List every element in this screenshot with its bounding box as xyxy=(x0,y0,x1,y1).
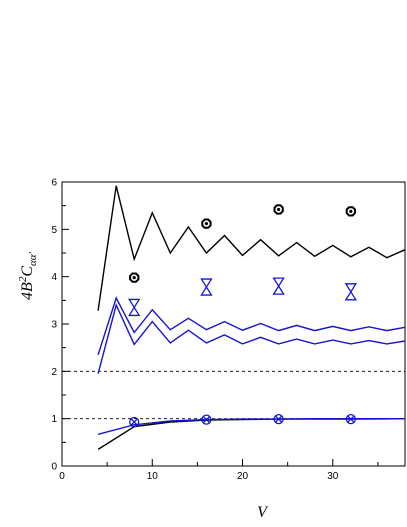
data-point-5-3 xyxy=(345,206,356,217)
series-line-4 xyxy=(97,418,405,435)
y-label-mid: C xyxy=(19,266,36,277)
x-tick-label-2: 20 xyxy=(237,471,249,482)
data-point-6-1 xyxy=(200,278,213,296)
data-point-7-3 xyxy=(345,413,356,425)
data-point-5-0 xyxy=(129,272,140,283)
series-line-1 xyxy=(97,296,406,356)
data-point-6-2 xyxy=(272,277,285,295)
y-tick-label-2: 2 xyxy=(51,367,57,378)
reference-lines xyxy=(62,370,405,420)
y-tick-label-4: 4 xyxy=(51,272,57,283)
y-tick-label-6: 6 xyxy=(51,178,57,189)
data-point-5-1 xyxy=(201,218,212,229)
y-axis-label: 4B2Cαα′ xyxy=(17,251,39,300)
y-tick-label-0: 0 xyxy=(51,462,57,473)
data-point-7-2 xyxy=(273,413,284,425)
series-line-2 xyxy=(97,303,406,374)
x-tick-label-1: 10 xyxy=(147,471,159,482)
x-tick-label-0: 0 xyxy=(59,471,65,482)
y-tick-label-1: 1 xyxy=(51,414,57,425)
y-label-sup: 2 xyxy=(17,276,29,282)
series-lines xyxy=(97,185,406,450)
y-label-sub: αα′ xyxy=(27,251,39,266)
axis-ticks: 0 10 20 30 0 1 2 3 4 5 6 xyxy=(51,178,379,482)
data-point-7-1 xyxy=(201,414,212,425)
y-tick-label-5: 5 xyxy=(51,225,57,236)
data-point-6-0 xyxy=(128,298,141,317)
data-point-6-3 xyxy=(344,283,358,301)
series-line-0 xyxy=(97,185,406,311)
series-markers xyxy=(128,204,358,428)
x-tick-label-3: 30 xyxy=(327,471,339,482)
y-label-base: 4B xyxy=(19,282,36,300)
data-point-5-2 xyxy=(273,204,284,215)
y-tick-label-3: 3 xyxy=(51,320,57,331)
x-axis-label: V xyxy=(257,504,269,521)
data-point-7-0 xyxy=(129,416,140,428)
